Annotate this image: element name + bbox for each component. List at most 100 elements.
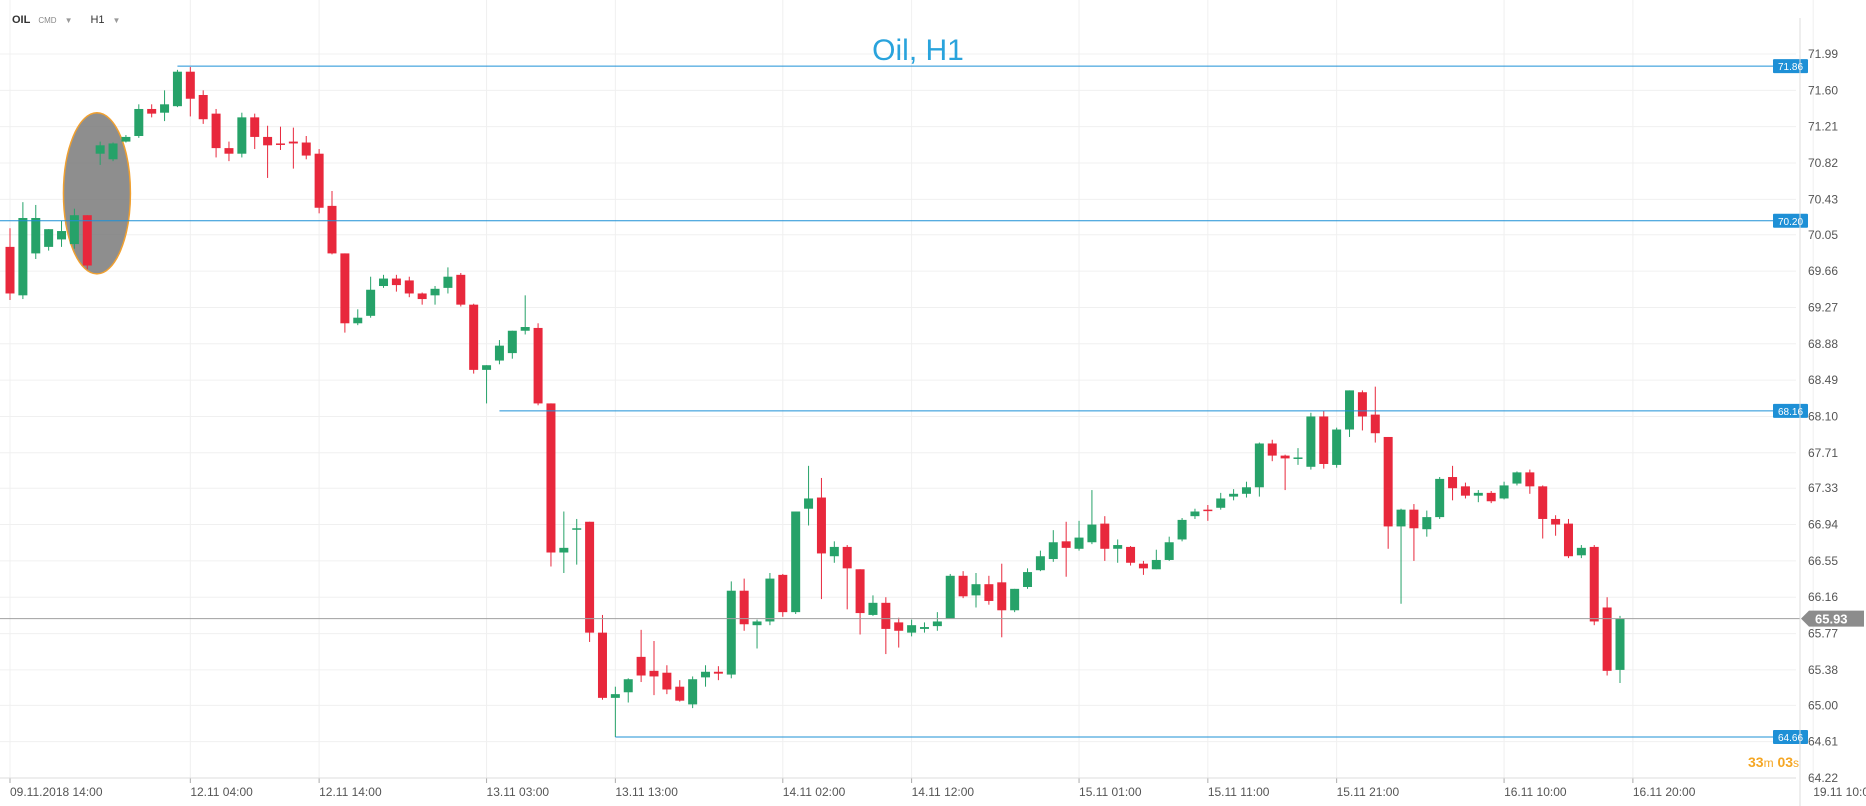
candle xyxy=(1061,521,1071,577)
candle-body xyxy=(855,569,865,614)
candle xyxy=(958,571,968,599)
candle-body xyxy=(1319,416,1329,464)
candle xyxy=(971,573,981,608)
candle xyxy=(1048,530,1058,562)
chevron-down-icon[interactable]: ▼ xyxy=(64,15,73,25)
candle xyxy=(1138,560,1148,575)
candle-body xyxy=(1576,547,1586,556)
candle xyxy=(314,149,324,214)
candle xyxy=(469,303,479,374)
candle xyxy=(263,125,273,178)
candle xyxy=(842,545,852,610)
candle-body xyxy=(494,345,504,361)
candle-body xyxy=(275,143,285,145)
candle-body xyxy=(1254,443,1264,488)
candle-body xyxy=(379,278,389,287)
candle xyxy=(5,228,15,300)
candle-body xyxy=(559,547,569,553)
candle xyxy=(829,541,839,563)
candle-body xyxy=(1448,477,1458,489)
candle-body xyxy=(1113,545,1123,549)
candle xyxy=(533,323,543,406)
candle xyxy=(520,295,530,335)
candle-body xyxy=(1538,486,1548,519)
candle-body xyxy=(1370,414,1380,434)
candle-body xyxy=(945,575,955,619)
candle xyxy=(1512,471,1522,486)
candle-body xyxy=(430,288,440,296)
candle xyxy=(31,204,41,259)
y-tick-label: 71.60 xyxy=(1808,83,1838,97)
exchange-label: CMD xyxy=(38,15,57,25)
y-tick-label: 68.49 xyxy=(1808,373,1838,387)
x-tick-label: 15.11 11:00 xyxy=(1208,785,1270,799)
candle-body xyxy=(1010,588,1020,611)
grid xyxy=(0,0,1814,779)
candle-body xyxy=(404,280,414,294)
candle xyxy=(636,629,646,683)
candle xyxy=(1267,439,1277,462)
candle xyxy=(919,622,929,633)
candle-body xyxy=(469,304,479,370)
candle-body xyxy=(713,671,723,674)
candle-body xyxy=(842,546,852,569)
y-tick-label: 67.33 xyxy=(1808,481,1838,495)
candle xyxy=(649,641,659,696)
y-tick-label: 64.61 xyxy=(1808,735,1838,749)
y-tick-label: 69.27 xyxy=(1808,300,1838,314)
candle-body xyxy=(18,217,28,296)
candle xyxy=(1563,518,1573,559)
x-tick-label: 09.11.2018 14:00 xyxy=(10,785,103,799)
symbol-label[interactable]: OIL xyxy=(12,14,31,26)
timer-minutes-unit: m xyxy=(1763,756,1774,770)
chevron-down-icon[interactable]: ▼ xyxy=(112,15,121,25)
candle xyxy=(1216,492,1226,510)
timeframe-selector[interactable]: H1 xyxy=(90,14,105,26)
candle xyxy=(147,104,157,118)
highlight-ellipse xyxy=(62,111,132,275)
candle-body xyxy=(816,497,826,554)
candle xyxy=(482,365,492,404)
candle-body xyxy=(546,403,556,553)
candle-body xyxy=(69,215,79,245)
chart-title: Oil, H1 xyxy=(872,34,964,67)
candle-body xyxy=(1589,546,1599,622)
candle-body xyxy=(1332,429,1342,465)
candle xyxy=(1100,516,1110,561)
y-tick-label: 66.94 xyxy=(1808,518,1838,532)
current-price-label: 65.93 xyxy=(1815,612,1848,627)
candle xyxy=(1525,469,1535,494)
candle xyxy=(160,90,170,122)
candle-body xyxy=(95,145,105,154)
candle-body xyxy=(160,104,170,113)
candle-body xyxy=(919,627,929,629)
candle xyxy=(82,215,92,270)
candle-body xyxy=(881,602,891,629)
candle-body xyxy=(417,293,427,300)
candle-body xyxy=(1126,546,1136,563)
candle xyxy=(778,573,788,617)
candle-body xyxy=(1499,485,1509,499)
candle-body xyxy=(1267,443,1277,456)
candle-body xyxy=(932,621,942,627)
y-tick-label: 69.66 xyxy=(1808,264,1838,278)
candle-body xyxy=(791,511,801,613)
candle-body xyxy=(1229,493,1239,497)
candle-body xyxy=(1164,542,1174,560)
candle-countdown-timer: 33m 03s xyxy=(1748,754,1799,770)
candle xyxy=(559,511,569,574)
candle xyxy=(185,67,195,117)
candle xyxy=(250,113,260,150)
candle-body xyxy=(121,136,131,142)
y-tick-label: 65.00 xyxy=(1808,698,1838,712)
candle xyxy=(1164,536,1174,561)
candle xyxy=(1409,504,1419,561)
candle xyxy=(1370,386,1380,443)
candle xyxy=(57,220,67,247)
candle xyxy=(198,90,208,124)
x-axis: 09.11.2018 14:00 12.11 04:00 12.11 14:00 13… xyxy=(0,777,1866,799)
candle xyxy=(1035,550,1045,572)
candle xyxy=(211,108,221,158)
